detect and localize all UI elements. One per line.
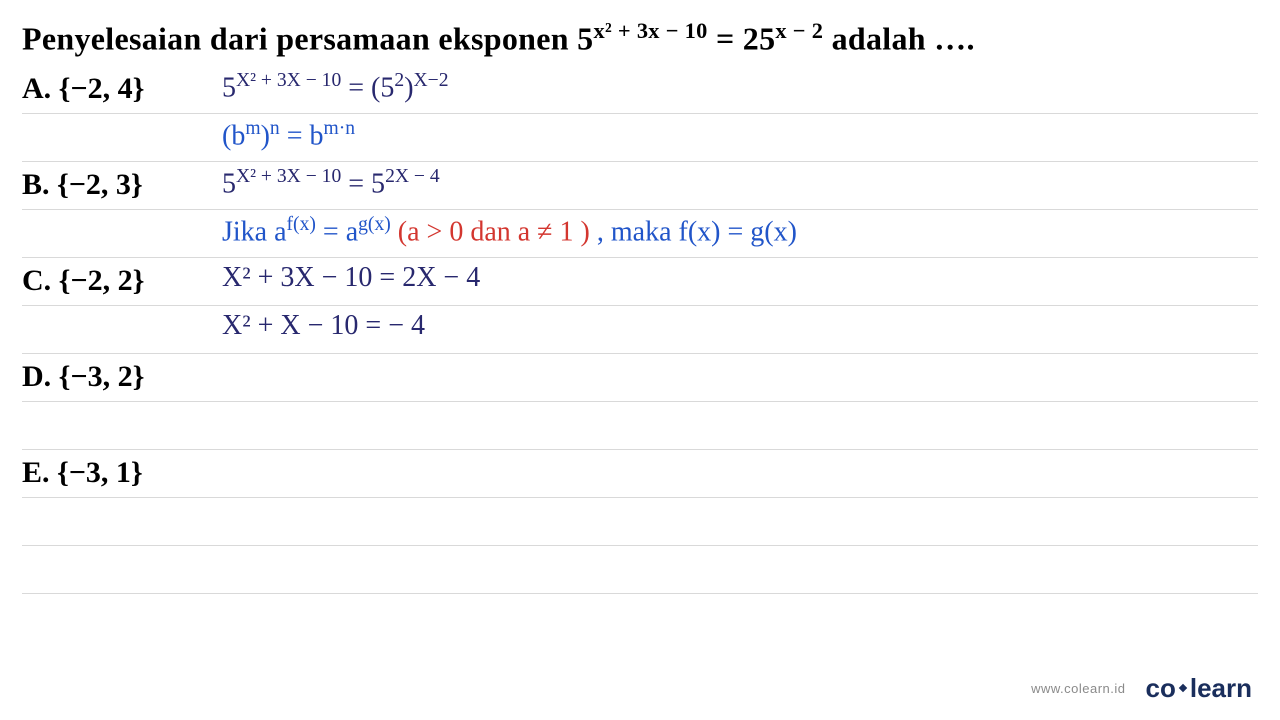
work-line-2: (bm)n = bm·n <box>222 114 1258 152</box>
question-prefix: Penyelesaian dari persamaan eksponen <box>22 21 577 57</box>
work-line-1: 5X² + 3X − 10 = (52)X−2 <box>222 66 1258 104</box>
option-e: E. {−3, 1} <box>22 450 222 490</box>
ruled-line <box>22 546 1258 594</box>
option-d: D. {−3, 2} <box>22 354 222 394</box>
row-simplify: X² + X − 10 = − 4 <box>22 306 1258 354</box>
eq-left-exp: x² + 3x − 10 <box>593 18 707 43</box>
row-c: C. {−2, 2} X² + 3X − 10 = 2X − 4 <box>22 258 1258 306</box>
row-rule: (bm)n = bm·n <box>22 114 1258 162</box>
footer-url: www.colearn.id <box>1031 681 1125 696</box>
eq-left-base: 5 <box>577 21 593 57</box>
row-b: B. {−2, 3} 5X² + 3X − 10 = 52X − 4 <box>22 162 1258 210</box>
work-line-4: Jika af(x) = ag(x) (a > 0 dan a ≠ 1 ) , … <box>222 210 1258 248</box>
row-e: E. {−3, 1} <box>22 450 1258 498</box>
ruled-line <box>22 402 1258 450</box>
question-suffix: adalah …. <box>823 21 974 57</box>
row-cond: Jika af(x) = ag(x) (a > 0 dan a ≠ 1 ) , … <box>22 210 1258 258</box>
question-text: Penyelesaian dari persamaan eksponen 5x²… <box>22 18 1258 58</box>
eq-right-base: 25 <box>743 21 776 57</box>
work-line-3: 5X² + 3X − 10 = 52X − 4 <box>222 162 1258 200</box>
eq-mid: = <box>708 21 743 57</box>
footer: www.colearn.id colearn <box>1031 673 1252 704</box>
row-d: D. {−3, 2} <box>22 354 1258 402</box>
ruled-line <box>22 594 1258 642</box>
option-a: A. {−2, 4} <box>22 66 222 106</box>
option-c: C. {−2, 2} <box>22 258 222 298</box>
footer-logo: colearn <box>1146 673 1253 704</box>
ruled-line <box>22 498 1258 546</box>
row-a: A. {−2, 4} 5X² + 3X − 10 = (52)X−2 <box>22 66 1258 114</box>
work-line-6: X² + X − 10 = − 4 <box>222 306 1258 342</box>
option-b: B. {−2, 3} <box>22 162 222 202</box>
eq-right-exp: x − 2 <box>775 18 823 43</box>
logo-dot-icon <box>1179 684 1187 692</box>
work-line-5: X² + 3X − 10 = 2X − 4 <box>222 258 1258 294</box>
